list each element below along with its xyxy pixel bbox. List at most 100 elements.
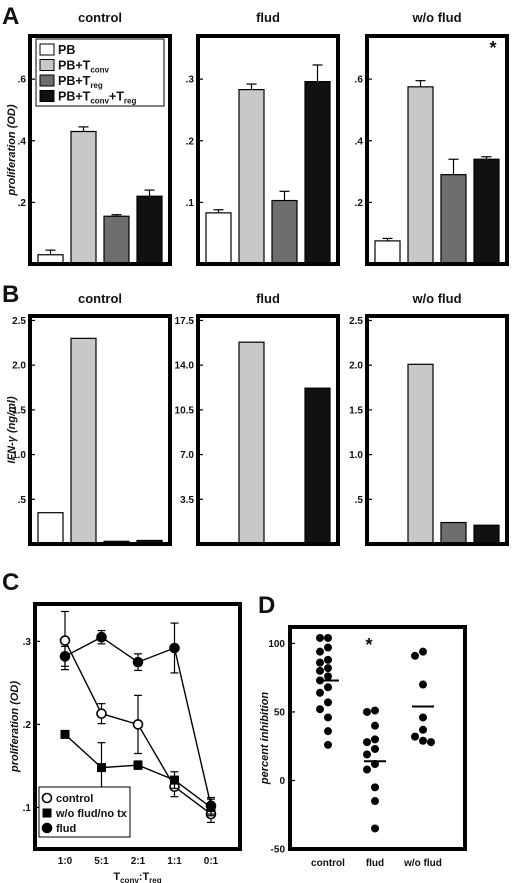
legend-swatch-3 bbox=[39, 90, 55, 102]
d-xtick-label-0: control bbox=[311, 858, 345, 869]
b-flud-bar-1 bbox=[238, 341, 265, 545]
a-control-ytick-label-2: .6 bbox=[18, 75, 27, 86]
d-significance: * bbox=[365, 635, 372, 655]
b-woflud-ytick-label-4: 2.5 bbox=[349, 316, 363, 327]
b-woflud-title: w/o flud bbox=[411, 291, 461, 306]
d-group-1-point-10 bbox=[371, 797, 379, 806]
d-ytick-label-2: 50 bbox=[274, 707, 286, 718]
a-woflud-bar-3 bbox=[473, 158, 500, 265]
d-group-2-point-0 bbox=[419, 647, 427, 656]
legend-label-1: PB+Tconv bbox=[58, 59, 110, 75]
legend-swatch-1 bbox=[39, 59, 55, 71]
a-flud-bar-1 bbox=[238, 89, 265, 265]
b-flud-bar-3 bbox=[304, 387, 331, 545]
a-woflud-title: w/o flud bbox=[411, 10, 461, 25]
d-frame bbox=[288, 625, 467, 851]
c-legend-label-0: control bbox=[56, 793, 93, 805]
d-ytick-label-0: -50 bbox=[271, 845, 286, 856]
c-legend-box bbox=[38, 786, 131, 838]
c-ytick-label-1: .2 bbox=[23, 720, 32, 731]
d-group-2-point-5 bbox=[411, 732, 419, 741]
panel-letter-b: B bbox=[2, 281, 19, 308]
d-group-1-point-11 bbox=[371, 824, 379, 833]
legend-label-2: PB+Treg bbox=[58, 74, 103, 90]
d-group-1-point-6 bbox=[363, 750, 371, 759]
c-series-0-point-2 bbox=[132, 719, 144, 730]
a-woflud-bar-2 bbox=[440, 174, 467, 265]
a-woflud-bar-0 bbox=[374, 240, 401, 265]
c-legend-marker-1 bbox=[42, 808, 52, 818]
d-group-0-point-2 bbox=[324, 643, 332, 652]
d-ytick-label-3: 100 bbox=[268, 639, 285, 650]
b-woflud-ytick-label-2: 1.5 bbox=[349, 405, 363, 416]
c-xtick-label-1: 5:1 bbox=[94, 856, 109, 867]
d-group-1-point-2 bbox=[371, 721, 379, 730]
d-group-0-point-6 bbox=[324, 664, 332, 673]
c-legend-marker-0 bbox=[41, 792, 53, 804]
c-xtick-label-0: 1:0 bbox=[58, 856, 73, 867]
d-group-0-point-0 bbox=[324, 633, 332, 642]
b-flud-ytick-label-0: 3.5 bbox=[180, 495, 194, 506]
d-group-1-point-0 bbox=[371, 706, 379, 715]
c-series-0-point-1 bbox=[96, 708, 107, 719]
d-group-0-point-11 bbox=[316, 688, 324, 697]
b-woflud-ytick-label-3: 2.0 bbox=[349, 361, 363, 372]
c-legend-marker-2 bbox=[41, 822, 53, 834]
a-woflud-frame bbox=[365, 34, 509, 266]
a-flud-ytick-label-0: .1 bbox=[186, 198, 195, 209]
d-group-0-point-1 bbox=[316, 633, 324, 642]
c-series-2-point-1 bbox=[96, 631, 107, 643]
d-group-2-point-3 bbox=[419, 713, 427, 722]
a-woflud-ytick-label-2: .6 bbox=[355, 75, 364, 86]
c-xtick-label-3: 1:1 bbox=[167, 856, 182, 867]
legend-box bbox=[35, 38, 165, 107]
d-group-2-point-7 bbox=[427, 738, 435, 747]
a-flud-bar-3 bbox=[304, 80, 331, 265]
c-series-0-point-0 bbox=[59, 635, 71, 646]
b-control-ytick-label-4: 2.5 bbox=[12, 316, 26, 327]
b-flud-title: flud bbox=[256, 291, 280, 306]
c-series-2 bbox=[59, 622, 217, 815]
c-ytick-label-0: .1 bbox=[23, 803, 32, 814]
d-group-0-point-14 bbox=[324, 713, 332, 722]
charts-group: control .2 .4 .6 proliferation (OD) * PB PB+Tco… bbox=[6, 10, 509, 883]
legend-swatch-0 bbox=[39, 43, 55, 56]
c-legend: control w/o flud/no tx flud bbox=[38, 786, 131, 838]
b-control-bar-0 bbox=[37, 512, 64, 545]
d-ytick-label-1: 0 bbox=[279, 776, 285, 787]
legend-label-0: PB bbox=[58, 43, 75, 57]
a-flud-frame bbox=[196, 34, 340, 266]
d-group-0-point-12 bbox=[324, 698, 332, 707]
d-group-0-point-8 bbox=[324, 672, 332, 681]
b-control-frame bbox=[28, 314, 172, 546]
b-woflud-ytick-label-1: 1.0 bbox=[349, 450, 363, 461]
b-control-ytick-label-3: 2.0 bbox=[12, 361, 26, 372]
d-group-0-point-4 bbox=[324, 655, 332, 664]
d-group-1-point-3 bbox=[371, 735, 379, 744]
a-control-bar-1 bbox=[70, 130, 97, 265]
a-control-title: control bbox=[78, 10, 122, 25]
d-group-0-point-16 bbox=[324, 740, 332, 749]
b-woflud-bar-2 bbox=[440, 521, 467, 545]
b-control-bar-1 bbox=[70, 337, 97, 545]
c-series-1-point-3 bbox=[170, 775, 179, 785]
d-group-2 bbox=[411, 647, 435, 747]
c-series-2-point-2 bbox=[132, 656, 144, 668]
c-series-1-point-2 bbox=[133, 760, 143, 770]
c-legend-label-2: flud bbox=[56, 823, 76, 835]
d-group-0-point-15 bbox=[324, 727, 332, 736]
d-group-1-point-9 bbox=[371, 783, 379, 792]
b-woflud-bar-1 bbox=[407, 363, 434, 545]
a-control-ytick-label-0: .2 bbox=[18, 198, 27, 209]
b-woflud-bar-3 bbox=[473, 524, 500, 545]
d-group-2-point-4 bbox=[419, 725, 427, 734]
c-xlabel: Tconv:Treg bbox=[113, 871, 161, 883]
c-series-2-point-3 bbox=[169, 642, 180, 654]
d-group-0-point-7 bbox=[316, 666, 324, 675]
c-series-1-point-0 bbox=[60, 729, 70, 739]
b-flud-ytick-label-1: 7.0 bbox=[180, 450, 194, 461]
d-group-1 bbox=[363, 706, 386, 833]
b-control-ytick-label-2: 1.5 bbox=[12, 405, 26, 416]
